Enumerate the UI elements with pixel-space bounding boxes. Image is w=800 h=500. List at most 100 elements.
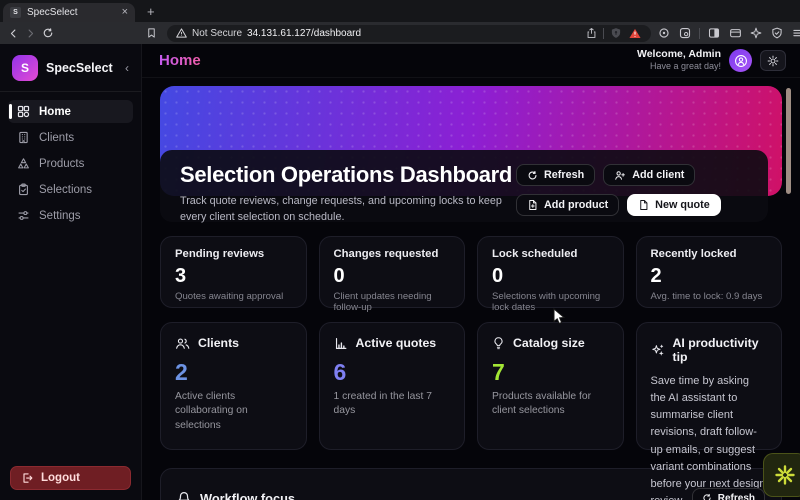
refresh-icon [703, 493, 711, 500]
new-quote-label: New quote [655, 199, 710, 211]
new-tab-button[interactable]: + [147, 4, 155, 19]
sidebar-toggle-icon[interactable] [707, 26, 721, 40]
lightbulb-icon [492, 336, 505, 350]
extension-capture-icon[interactable] [678, 26, 692, 40]
insight-description: Products available for client selections [492, 391, 592, 417]
stats-row: Pending reviews 3 Quotes awaiting approv… [160, 236, 782, 313]
sidebar-item-label: Selections [39, 183, 93, 196]
sidebar-item-label: Products [39, 157, 85, 170]
user-plus-icon [615, 170, 626, 180]
sparkles-icon [651, 344, 665, 357]
add-product-button[interactable]: Add product [516, 194, 620, 216]
sidebar-item-settings[interactable]: Settings [8, 204, 133, 227]
sidebar-item-products[interactable]: Products [8, 152, 133, 175]
people-icon [175, 337, 190, 350]
stat-title: Lock scheduled [492, 248, 578, 260]
add-client-button[interactable]: Add client [603, 164, 696, 186]
bar-chart-icon [334, 337, 348, 350]
hero-title: Selection Operations Dashboard [180, 162, 513, 187]
warning-badge-icon[interactable] [628, 26, 642, 40]
avatar[interactable] [729, 49, 752, 72]
insight-card-active-quotes: Active quotes 6 1 created in the last 7 … [318, 322, 465, 450]
welcome-text: Welcome, Admin [636, 48, 721, 61]
greeting-text: Have a great day! [649, 61, 721, 72]
stat-card-lock-scheduled: Lock scheduled 0 Selections with upcomin… [477, 236, 624, 313]
url-text: 34.131.61.127/dashboard [247, 27, 362, 39]
workflow-focus-card: Workflow focus Refresh [160, 468, 782, 500]
brand-name: SpecSelect [46, 61, 113, 75]
back-icon[interactable] [8, 25, 19, 41]
stat-description: Selections with upcoming lock dates [492, 291, 601, 313]
insight-value: 6 [333, 359, 347, 385]
sidebar-item-label: Clients [39, 131, 75, 144]
extension-ring-icon[interactable] [657, 26, 671, 40]
stat-value: 0 [492, 265, 504, 287]
url-bar[interactable]: Not Secure 34.131.61.127/dashboard [167, 24, 651, 42]
insight-title: Catalog size [513, 336, 585, 350]
dashboard-content: Selection Operations Dashboard Track quo… [142, 78, 800, 500]
spark-icon[interactable] [749, 26, 763, 40]
stat-value: 0 [333, 265, 345, 287]
sidebar-item-label: Settings [39, 209, 81, 222]
file-icon [640, 200, 648, 210]
logout-button[interactable]: Logout [10, 466, 131, 490]
scrollbar-thumb[interactable] [786, 88, 791, 194]
tab-close-icon[interactable]: × [121, 6, 128, 18]
insight-value: 7 [492, 359, 505, 385]
app-root: S SpecSelect ‹ Home Clients [0, 44, 800, 500]
clipboard-icon [17, 183, 30, 196]
workflow-title: Workflow focus [200, 490, 296, 500]
new-quote-button[interactable]: New quote [627, 194, 721, 216]
tab-favicon: S [10, 7, 21, 18]
hero-description: Track quote reviews, change requests, an… [180, 195, 502, 223]
workflow-refresh-button[interactable]: Refresh [691, 488, 765, 500]
share-icon[interactable] [584, 26, 598, 40]
divider [603, 27, 604, 39]
insight-card-catalog-size: Catalog size 7 Products available for cl… [477, 322, 624, 450]
add-product-label: Add product [544, 199, 609, 211]
refresh-button[interactable]: Refresh [516, 164, 596, 186]
insight-title: Clients [198, 336, 239, 350]
stat-title: Pending reviews [175, 248, 265, 260]
not-secure-warning-icon [176, 28, 187, 38]
stat-description: Quotes awaiting approval [175, 291, 284, 302]
shield-badge-icon[interactable] [609, 26, 623, 40]
bell-icon [177, 491, 191, 500]
logout-icon [21, 472, 33, 484]
sun-icon [767, 55, 779, 66]
insight-description: 1 created in the last 7 days [333, 391, 432, 417]
stat-value: 2 [650, 265, 662, 287]
asterisk-burst-icon [775, 465, 795, 485]
sidebar-item-clients[interactable]: Clients [8, 126, 133, 149]
forward-icon[interactable] [25, 25, 36, 41]
menu-icon[interactable] [791, 26, 800, 40]
hero-panel: Selection Operations Dashboard Track quo… [160, 150, 768, 223]
bookmark-icon[interactable] [146, 26, 157, 40]
theme-toggle-button[interactable] [760, 50, 786, 71]
main-area: Home Welcome, Admin Have a great day! [142, 44, 800, 500]
sidebar-item-selections[interactable]: Selections [8, 178, 133, 201]
app-logo: S [12, 55, 38, 81]
refresh-icon [528, 170, 537, 179]
file-plus-icon [529, 200, 537, 210]
wallet-icon[interactable] [728, 26, 742, 40]
reload-icon[interactable] [42, 25, 54, 41]
insight-value: 2 [175, 359, 188, 385]
stat-title: Changes requested [333, 248, 439, 260]
ai-assistant-button[interactable] [763, 453, 800, 497]
stat-description: Client updates needing follow-up [333, 291, 432, 313]
refresh-label: Refresh [544, 169, 585, 181]
triangles-icon [17, 157, 30, 170]
stat-value: 3 [175, 265, 187, 287]
sidebar-item-label: Home [39, 105, 71, 118]
hero-banner: Selection Operations Dashboard Track quo… [160, 86, 782, 223]
building-icon [17, 131, 30, 144]
sidebar-collapse-button[interactable]: ‹ [125, 61, 129, 75]
sidebar-item-home[interactable]: Home [8, 100, 133, 123]
browser-tab[interactable]: S SpecSelect × [3, 3, 135, 22]
add-client-label: Add client [632, 169, 685, 181]
shield-check-icon[interactable] [770, 26, 784, 40]
sliders-icon [17, 209, 30, 222]
insight-card-ai-tip: AI productivity tip Save time by asking … [635, 322, 782, 500]
